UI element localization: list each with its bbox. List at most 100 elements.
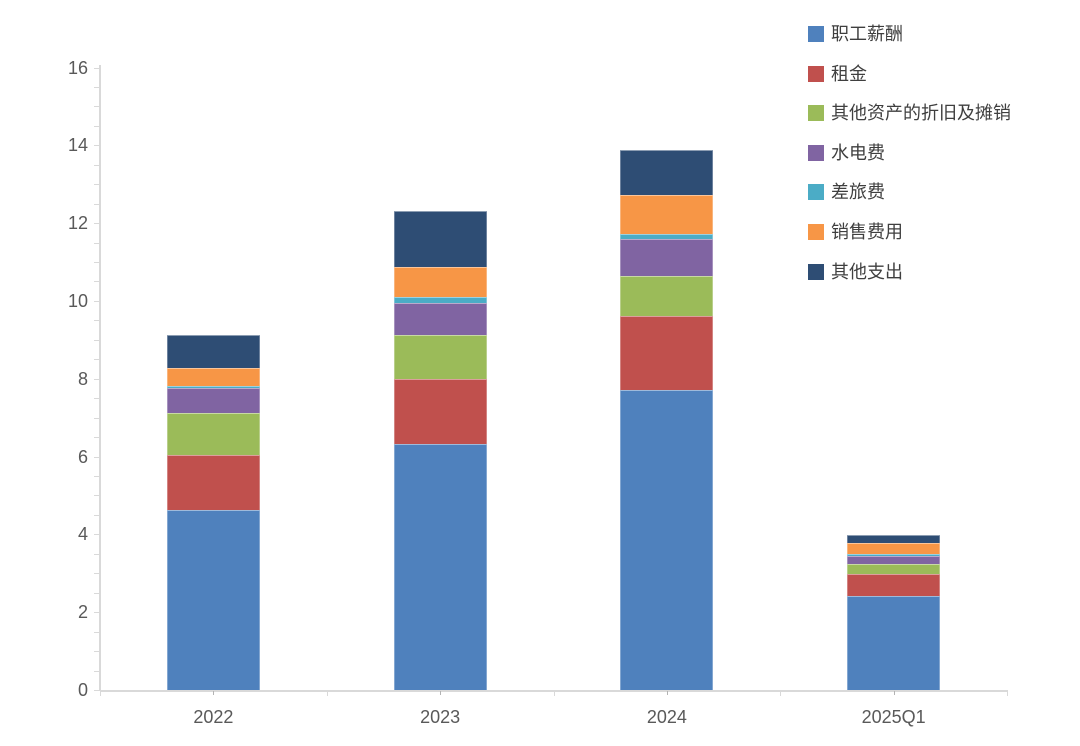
bar-segment-其他支出 [166, 335, 260, 368]
x-axis-center-tick [893, 691, 895, 695]
y-axis-minor-tick [94, 553, 99, 555]
y-axis-minor-tick [94, 86, 99, 88]
y-axis-minor-tick [94, 437, 99, 439]
bar-segment-职工薪酬 [847, 595, 941, 690]
y-axis-minor-tick [94, 495, 99, 497]
legend-label: 职工薪酬 [831, 24, 903, 44]
y-axis-tick-label: 14 [67, 135, 88, 156]
y-axis-minor-tick [94, 514, 99, 516]
bar-2025Q1 [847, 535, 941, 690]
legend-swatch [808, 263, 824, 280]
y-axis-tick-label: 6 [77, 446, 88, 467]
x-axis-category-label: 2022 [193, 707, 234, 727]
bar-segment-其他支出 [847, 535, 941, 544]
x-axis-center-tick [213, 691, 215, 695]
x-axis-center-tick [666, 691, 668, 695]
legend-item-销售费用: 销售费用 [808, 222, 903, 242]
bar-segment-销售费用 [620, 194, 714, 235]
legend-swatch [808, 144, 824, 161]
y-axis-minor-tick [94, 378, 99, 380]
bar-segment-职工薪酬 [620, 389, 714, 690]
y-axis-minor-tick [94, 670, 99, 672]
y-axis-tick-label: 16 [67, 57, 88, 78]
x-axis-boundary-tick [326, 690, 328, 696]
y-axis-minor-tick [94, 300, 99, 302]
bar-segment-水电费 [620, 239, 714, 277]
y-axis-minor-tick [94, 242, 99, 244]
x-axis-boundary-tick [553, 690, 555, 696]
y-axis-minor-tick [94, 145, 99, 147]
legend-item-差旅费: 差旅费 [808, 182, 885, 202]
legend-item-水电费: 水电费 [808, 143, 885, 163]
legend-item-其他资产的折旧及摊销: 其他资产的折旧及摊销 [808, 103, 1011, 123]
bar-segment-差旅费 [393, 297, 487, 303]
legend-label: 其他资产的折旧及摊销 [831, 103, 1011, 124]
x-axis-boundary-tick [100, 690, 101, 696]
y-axis-minor-tick [94, 534, 99, 536]
x-axis-category-label: 2023 [420, 707, 461, 727]
x-axis-category-label: 2025Q1 [861, 707, 926, 727]
y-axis-minor-tick [94, 359, 99, 361]
y-axis-tick-label: 12 [67, 213, 88, 234]
bar-segment-水电费 [166, 388, 260, 413]
y-axis-minor-tick [94, 476, 99, 478]
y-axis-minor-tick [94, 67, 99, 69]
legend-item-职工薪酬: 职工薪酬 [808, 24, 903, 44]
bar-segment-其他资产的折旧及摊销 [393, 335, 487, 379]
x-axis-boundary-tick [780, 690, 782, 696]
bar-segment-差旅费 [166, 386, 260, 389]
legend-swatch [808, 184, 824, 201]
y-axis-tick-label: 8 [77, 368, 88, 389]
bar-segment-其他资产的折旧及摊销 [620, 276, 714, 316]
bar-segment-销售费用 [166, 367, 260, 387]
y-axis-minor-tick [94, 262, 99, 264]
y-axis-minor-tick [94, 573, 99, 575]
bar-2023 [393, 211, 487, 690]
legend-label: 租金 [831, 63, 867, 84]
y-axis-minor-tick [94, 651, 99, 653]
bar-segment-其他资产的折旧及摊销 [847, 564, 941, 575]
bar-2024 [620, 149, 714, 690]
bar-segment-租金 [166, 455, 260, 510]
y-axis-minor-tick [94, 203, 99, 205]
y-axis-minor-tick [94, 281, 99, 283]
y-axis-minor-tick [94, 612, 99, 614]
bar-segment-职工薪酬 [166, 509, 260, 690]
y-axis-minor-tick [94, 223, 99, 225]
legend-label: 销售费用 [831, 222, 903, 242]
legend-swatch [808, 26, 824, 42]
legend-item-租金: 租金 [808, 64, 867, 84]
y-axis-tick-label: 2 [77, 602, 88, 623]
y-axis-minor-tick [94, 339, 99, 341]
y-axis-tick-label: 0 [77, 680, 88, 700]
y-axis-minor-tick [94, 106, 99, 108]
y-axis-tick-label: 10 [67, 290, 88, 311]
y-axis-line [99, 64, 101, 691]
y-axis-minor-tick [94, 592, 99, 594]
x-axis-boundary-tick [1007, 690, 1008, 696]
y-axis-minor-tick [94, 164, 99, 166]
y-axis-minor-tick [94, 398, 99, 400]
bar-segment-水电费 [393, 302, 487, 336]
bar-segment-其他资产的折旧及摊销 [166, 412, 260, 456]
y-axis-minor-tick [94, 125, 99, 127]
x-axis-category-label: 2024 [646, 707, 687, 727]
bar-segment-销售费用 [847, 543, 941, 554]
bar-segment-租金 [393, 378, 487, 445]
bar-segment-销售费用 [393, 267, 487, 298]
bar-segment-差旅费 [847, 553, 941, 556]
y-axis-minor-tick [94, 320, 99, 322]
legend-swatch [808, 224, 824, 240]
bar-2022 [166, 335, 260, 690]
bar-segment-其他支出 [620, 149, 714, 195]
bar-segment-租金 [847, 574, 941, 596]
bar-segment-差旅费 [620, 234, 714, 240]
legend-label: 水电费 [831, 142, 885, 163]
y-axis-tick-label: 4 [77, 524, 88, 545]
bar-segment-职工薪酬 [393, 444, 487, 690]
legend-item-其他支出: 其他支出 [808, 262, 903, 282]
legend-swatch [808, 65, 824, 82]
y-axis-minor-tick [94, 631, 99, 633]
